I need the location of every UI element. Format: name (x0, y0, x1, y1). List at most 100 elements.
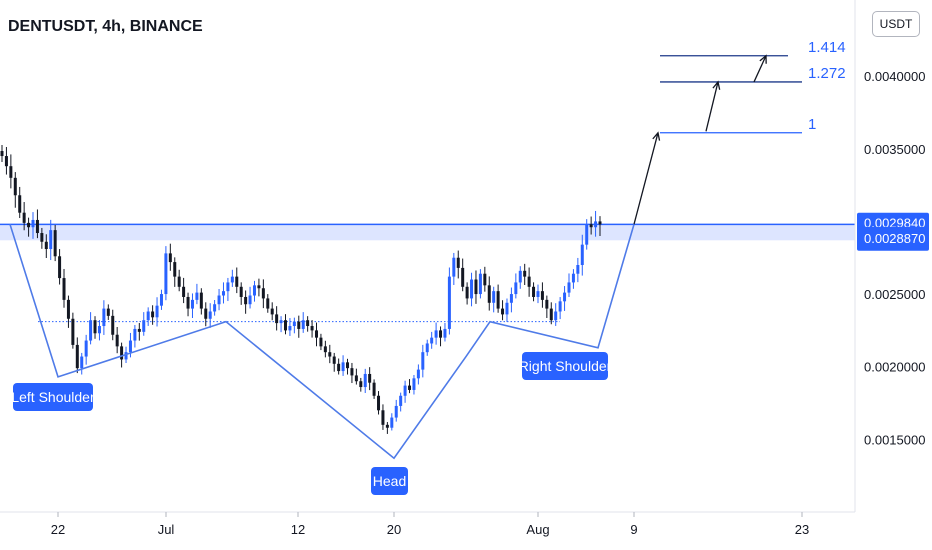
candle-body (465, 286, 469, 299)
candle-body (164, 253, 168, 295)
candle-body (159, 294, 163, 306)
currency-button[interactable]: USDT (872, 11, 920, 37)
candle-body (111, 315, 115, 335)
candle-body (173, 262, 177, 277)
resistance-price-tag (857, 226, 929, 249)
candle-body (399, 395, 403, 406)
candle-body (323, 346, 327, 353)
pattern-label-text: Right Shoulder (519, 358, 612, 374)
head-and-shoulders-pattern-line (9, 224, 635, 460)
candle-body (155, 305, 159, 318)
candle-body (363, 373, 367, 388)
pattern-label-text: Left Shoulder (11, 389, 95, 405)
candle-body (447, 276, 451, 329)
candle-body (483, 273, 487, 286)
candle-body (208, 311, 212, 319)
candle-body (270, 308, 274, 315)
candle-body (75, 344, 79, 369)
candle-body (230, 276, 234, 283)
y-tick-label: 0.0035000 (864, 142, 925, 157)
candle-body (93, 320, 97, 334)
candle-body (567, 282, 571, 293)
candle-body (13, 177, 17, 196)
candle-body (412, 378, 416, 390)
candle-body (9, 166, 13, 178)
candle-body (416, 369, 420, 379)
candle-body (328, 352, 332, 357)
candle-body (151, 311, 155, 318)
candle-body (368, 373, 372, 383)
x-tick-label: 12 (291, 522, 305, 537)
candle-body (403, 385, 407, 396)
candle-body (501, 308, 505, 315)
candle-body (474, 279, 478, 295)
candle-body (390, 417, 394, 428)
candle-body (44, 241, 48, 250)
x-tick-label: 9 (630, 522, 637, 537)
arrow-line (633, 132, 659, 225)
y-tick-label: 0.0015000 (864, 432, 925, 447)
candle-body (315, 330, 319, 338)
candle-body (346, 362, 350, 369)
candle-body (492, 291, 496, 303)
candle-body (137, 328, 141, 332)
candle-body (133, 328, 137, 341)
candle-body (275, 314, 279, 324)
x-axis: 22 Jul 12 20 Aug 9 23 (51, 512, 809, 537)
candle-body (35, 219, 39, 234)
candle-body (62, 278, 66, 300)
candle-body (545, 299, 549, 309)
candle-body (168, 253, 172, 263)
candle-body (589, 224, 593, 228)
candle-body (301, 320, 305, 329)
projection-arrows (633, 54, 767, 225)
candle-body (128, 340, 132, 353)
candle-body (115, 334, 119, 347)
candle-body (182, 286, 186, 297)
candle-body (527, 276, 531, 287)
candle-body (0, 151, 4, 157)
candle-body (217, 295, 221, 305)
candle-body (523, 270, 527, 277)
candle-body (27, 222, 31, 228)
resistance-price-value: 0.0028870 (864, 231, 925, 246)
candle-body (4, 156, 8, 167)
candle-body (532, 286, 536, 297)
candle-body (106, 308, 110, 316)
candle-body (283, 320, 287, 331)
candle-body (89, 320, 93, 341)
pattern-labels: Left Shoulder Head Right Shoulder (11, 352, 612, 495)
candle-body (310, 326, 314, 331)
arrow-line (753, 55, 767, 83)
pattern-label-box (522, 352, 608, 380)
y-tick-label: 0.0025000 (864, 287, 925, 302)
candle-body (337, 363, 341, 372)
arrow-line (705, 81, 719, 132)
candle-body (496, 291, 500, 309)
candle-body (514, 282, 518, 295)
candle-body (248, 295, 252, 305)
candle-body (84, 340, 88, 357)
candle-body (554, 311, 558, 321)
candle-body (439, 330, 443, 338)
price-tags: 0.002984003:35:590.0028870 (857, 212, 929, 251)
x-tick-label: Aug (526, 522, 549, 537)
candle-body (598, 221, 602, 225)
candle-body (571, 273, 575, 283)
y-tick-label: 0.0020000 (864, 360, 925, 375)
candle-body (394, 405, 398, 418)
candle-body (292, 321, 296, 327)
candle-body (408, 385, 412, 390)
candle-body (341, 362, 345, 372)
fib-level-label: 1.272 (808, 65, 846, 82)
candle-body (580, 244, 584, 265)
candle-body (585, 224, 589, 245)
candle-body (31, 219, 35, 228)
candle-body (505, 302, 509, 315)
candle-body (288, 326, 292, 331)
candle-body (443, 328, 447, 338)
candle-body (372, 382, 376, 396)
candle-body (558, 301, 562, 312)
support-resistance-zone (0, 224, 855, 241)
